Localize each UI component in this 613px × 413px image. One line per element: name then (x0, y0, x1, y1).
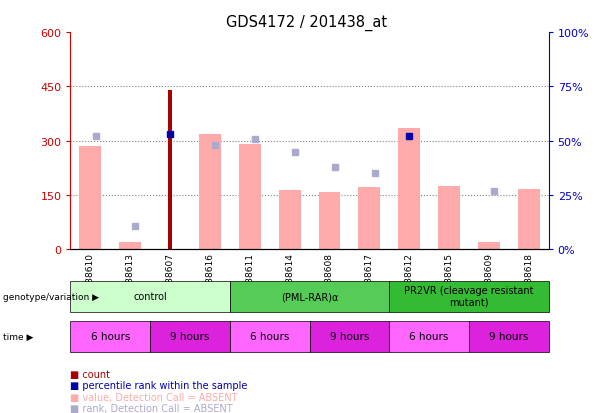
Bar (199, 134, 221, 250)
Text: ■ rank, Detection Call = ABSENT: ■ rank, Detection Call = ABSENT (70, 404, 233, 413)
Bar (80, 147, 101, 250)
Bar (168, 91, 172, 250)
Bar (239, 145, 261, 250)
Text: (PML-RAR)α: (PML-RAR)α (281, 291, 338, 301)
Bar (279, 190, 300, 250)
Text: control: control (133, 291, 167, 301)
Text: 6 hours: 6 hours (409, 331, 449, 342)
Bar (398, 129, 420, 250)
Text: 9 hours: 9 hours (489, 331, 528, 342)
Text: ■ percentile rank within the sample: ■ percentile rank within the sample (70, 380, 248, 390)
Bar (120, 243, 141, 250)
Text: GDS4172 / 201438_at: GDS4172 / 201438_at (226, 14, 387, 31)
Text: 6 hours: 6 hours (91, 331, 130, 342)
Bar (359, 188, 380, 250)
Bar (438, 187, 460, 250)
Text: ■ count: ■ count (70, 369, 110, 379)
Text: 9 hours: 9 hours (170, 331, 210, 342)
Text: genotype/variation ▶: genotype/variation ▶ (3, 292, 99, 301)
Text: 6 hours: 6 hours (250, 331, 289, 342)
Bar (319, 193, 340, 250)
Text: ■ value, Detection Call = ABSENT: ■ value, Detection Call = ABSENT (70, 392, 238, 402)
Bar (518, 189, 539, 250)
Text: time ▶: time ▶ (3, 332, 34, 341)
Text: 9 hours: 9 hours (330, 331, 369, 342)
Bar (478, 243, 500, 250)
Text: PR2VR (cleavage resistant
mutant): PR2VR (cleavage resistant mutant) (404, 285, 534, 307)
